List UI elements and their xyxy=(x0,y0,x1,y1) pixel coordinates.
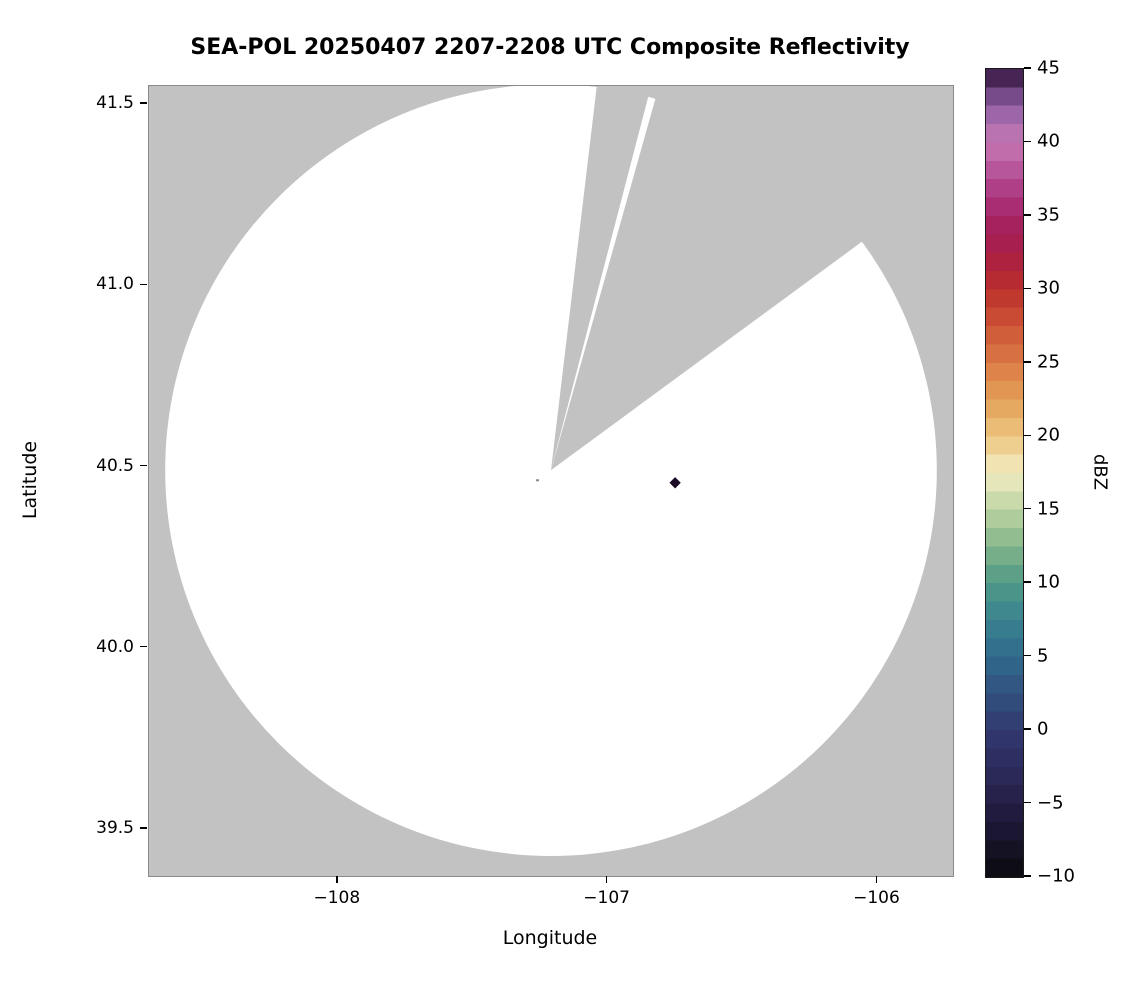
colorbar-tick-label: 45 xyxy=(1037,57,1060,79)
x-tick-label: −107 xyxy=(583,888,631,908)
y-tick-label: 41.0 xyxy=(96,274,134,295)
y-tick-mark xyxy=(140,464,147,467)
x-tick-label: −108 xyxy=(313,888,361,908)
blocked-sector-2 xyxy=(551,97,864,471)
colorbar-tick-label: 25 xyxy=(1037,351,1060,373)
colorbar-tick-mark xyxy=(1024,140,1031,143)
colorbar-tick-label: 5 xyxy=(1037,645,1049,667)
y-axis-label: Latitude xyxy=(19,440,41,520)
colorbar-tick-label: 15 xyxy=(1037,498,1060,520)
colorbar-tick-mark xyxy=(1024,67,1031,69)
colorbar-tick-label: 30 xyxy=(1037,277,1060,299)
colorbar-tick-mark xyxy=(1024,434,1031,437)
y-tick-label: 40.5 xyxy=(96,455,134,476)
chart-title: SEA-POL 20250407 2207-2208 UTC Composite… xyxy=(190,35,910,60)
colorbar-tick-mark xyxy=(1024,581,1031,583)
colorbar-tick-mark xyxy=(1024,875,1031,877)
x-tick-mark xyxy=(875,876,878,883)
colorbar-tick-label: 40 xyxy=(1037,130,1060,152)
colorbar-tick-mark xyxy=(1024,214,1031,216)
x-axis-label: Longitude xyxy=(502,927,598,949)
colorbar-tick-mark xyxy=(1024,801,1031,804)
colorbar-tick-label: 20 xyxy=(1037,424,1060,446)
colorbar-tick-label: −5 xyxy=(1037,792,1064,814)
y-tick-label: 40.0 xyxy=(96,636,134,657)
echo-point-1 xyxy=(669,477,681,489)
colorbar-tick-mark xyxy=(1024,361,1031,363)
y-tick-label: 41.5 xyxy=(96,93,134,114)
colorbar-label: dBZ xyxy=(1089,453,1111,491)
colorbar-tick-label: 35 xyxy=(1037,204,1060,226)
blocked-sector-1 xyxy=(551,86,649,471)
colorbar-tick-mark xyxy=(1024,507,1031,510)
x-tick-label: −106 xyxy=(853,888,900,908)
colorbar-tick-mark xyxy=(1024,287,1031,290)
plot-area xyxy=(148,85,954,877)
x-tick-mark xyxy=(336,876,338,883)
colorbar-tick-mark xyxy=(1024,654,1031,657)
colorbar xyxy=(985,68,1024,878)
x-tick-mark xyxy=(605,876,608,883)
y-tick-mark xyxy=(140,102,147,104)
y-tick-mark xyxy=(140,283,147,286)
y-tick-mark xyxy=(140,645,147,648)
colorbar-tick-mark xyxy=(1024,728,1031,730)
y-tick-mark xyxy=(140,827,147,829)
radar-coverage-map xyxy=(165,86,937,856)
colorbar-tick-label: 0 xyxy=(1037,718,1049,740)
colorbar-tick-label: 10 xyxy=(1037,571,1060,593)
y-tick-label: 39.5 xyxy=(96,817,134,838)
echo-point-2 xyxy=(536,479,540,482)
colorbar-tick-label: −10 xyxy=(1037,865,1075,887)
